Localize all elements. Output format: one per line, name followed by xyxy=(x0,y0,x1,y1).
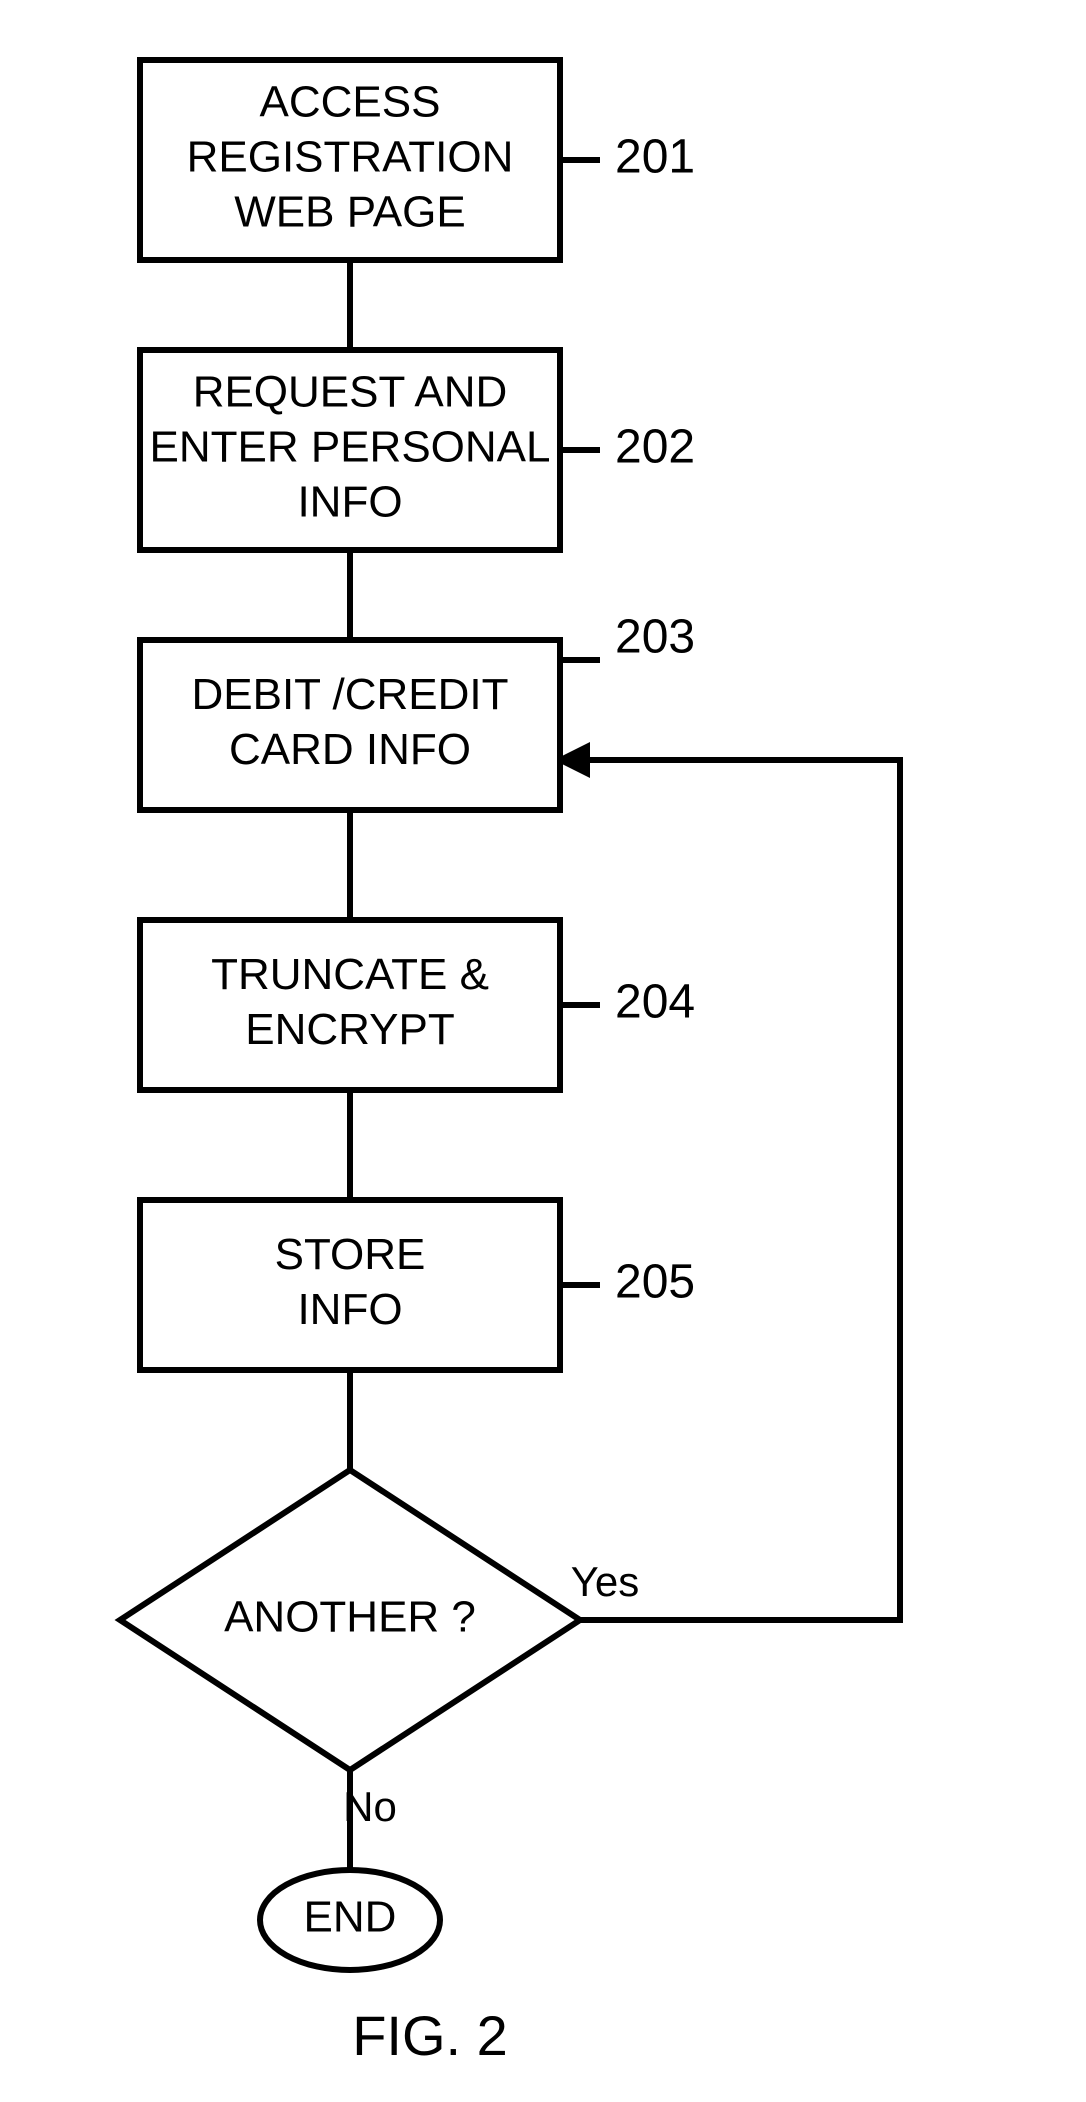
ref-label-204: 204 xyxy=(615,976,695,1029)
node-n202-line-2: INFO xyxy=(297,478,402,527)
figure-label: FIG. 2 xyxy=(352,2004,508,2067)
node-n203-line-1: CARD INFO xyxy=(229,725,471,774)
node-n205-line-1: INFO xyxy=(297,1285,402,1334)
edge-label-no: No xyxy=(343,1783,397,1830)
node-n202-line-1: ENTER PERSONAL xyxy=(150,423,551,472)
node-n204-line-0: TRUNCATE & xyxy=(211,950,489,999)
node-n203: DEBIT /CREDIT CARD INFO xyxy=(140,640,560,810)
node-n202: REQUEST AND ENTER PERSONAL INFO xyxy=(140,350,560,550)
node-end-line-0: END xyxy=(304,1893,397,1942)
node-dec: ANOTHER ? xyxy=(120,1470,580,1770)
node-n202-line-0: REQUEST AND xyxy=(193,368,508,417)
node-n203-line-0: DEBIT /CREDIT xyxy=(191,670,508,719)
node-n205: STORE INFO xyxy=(140,1200,560,1370)
ref-label-205: 205 xyxy=(615,1256,695,1309)
ref-label-201: 201 xyxy=(615,131,695,184)
node-n201: ACCESS REGISTRATION WEB PAGE xyxy=(140,60,560,260)
node-n204: TRUNCATE & ENCRYPT xyxy=(140,920,560,1090)
ref-label-203: 203 xyxy=(615,611,695,664)
edge-dec-n203 xyxy=(560,760,900,1620)
edge-label-yes: Yes xyxy=(571,1558,640,1605)
node-n201-line-2: WEB PAGE xyxy=(234,188,465,237)
node-n201-line-0: ACCESS xyxy=(260,78,441,127)
node-end: END xyxy=(260,1870,440,1970)
flowchart-canvas: ACCESS REGISTRATION WEB PAGE REQUEST AND ENT… xyxy=(0,0,1086,2102)
node-n205-line-0: STORE xyxy=(275,1230,426,1279)
node-dec-line-0: ANOTHER ? xyxy=(224,1593,476,1642)
node-n204-line-1: ENCRYPT xyxy=(245,1005,454,1054)
node-n201-line-1: REGISTRATION xyxy=(187,133,514,182)
ref-label-202: 202 xyxy=(615,421,695,474)
